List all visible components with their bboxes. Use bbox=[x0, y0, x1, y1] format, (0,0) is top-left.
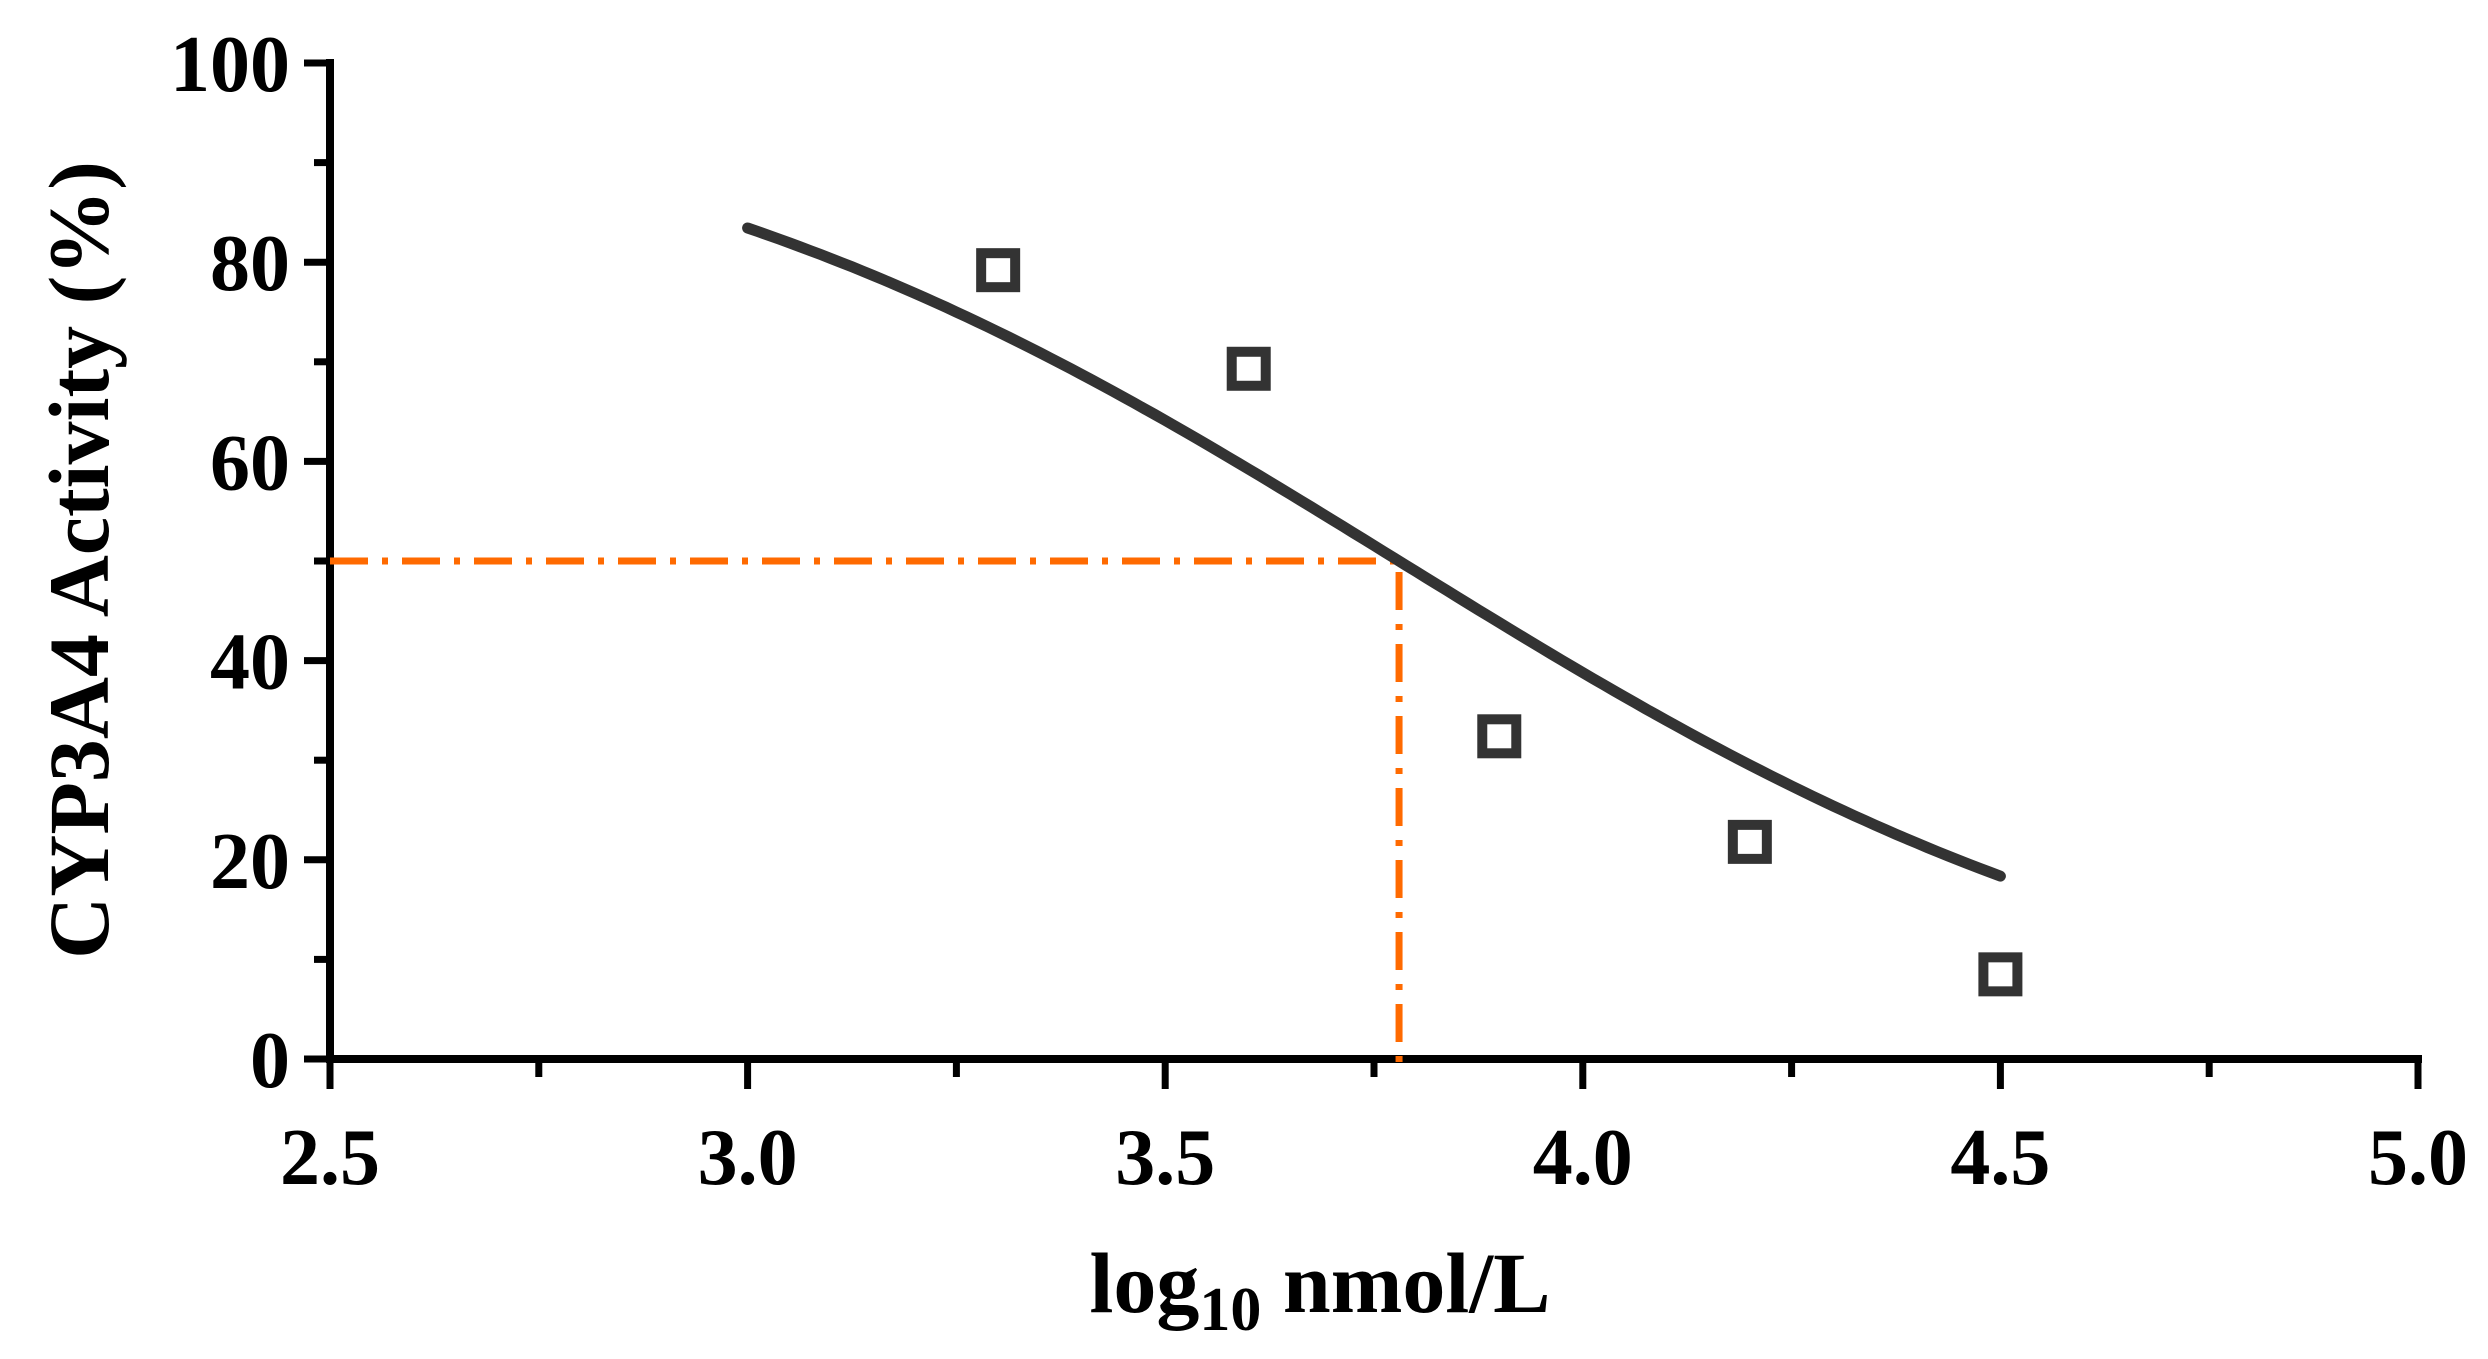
y-tick-label: 60 bbox=[210, 419, 290, 507]
data-point bbox=[1226, 346, 1271, 391]
x-tick-label: 4.5 bbox=[1950, 1114, 2050, 1202]
x-tick-label: 3.0 bbox=[698, 1114, 798, 1202]
x-tick-label: 5.0 bbox=[2368, 1114, 2468, 1202]
fit-curve-layer bbox=[742, 222, 2006, 882]
ic50-reference-lines bbox=[330, 557, 1403, 1065]
y-tick-label: 0 bbox=[250, 1017, 290, 1105]
fit-curve bbox=[742, 222, 2006, 882]
data-point bbox=[976, 248, 1021, 293]
y-tick-label: 20 bbox=[210, 818, 290, 906]
x-tick-label: 3.5 bbox=[1115, 1114, 1215, 1202]
data-points bbox=[976, 248, 2023, 997]
data-point bbox=[1477, 714, 1522, 759]
x-axis-title: log10 nmol/L bbox=[1089, 1235, 1550, 1344]
y-tick-label: 80 bbox=[210, 220, 290, 308]
x-tick-label: 2.5 bbox=[280, 1114, 380, 1202]
data-point bbox=[1978, 952, 2023, 997]
axes bbox=[304, 59, 2422, 1089]
data-point bbox=[1727, 819, 1772, 864]
tick-labels: 0 20 40 60 80 100 2.5 3.0 3.5 4.0 4.5 5.0 bbox=[170, 21, 2468, 1202]
y-tick-label: 100 bbox=[170, 21, 290, 109]
y-tick-label: 40 bbox=[210, 619, 290, 707]
ic50-dashed-line bbox=[330, 557, 1403, 1065]
y-axis-title: CYP3A4 Activity (%) bbox=[31, 161, 127, 959]
x-tick-label: 4.0 bbox=[1533, 1114, 1633, 1202]
